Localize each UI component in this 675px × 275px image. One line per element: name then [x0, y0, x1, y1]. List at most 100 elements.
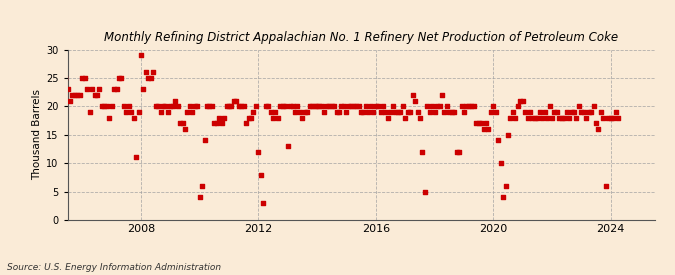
- Point: [595, 110, 606, 114]
- Point: [383, 116, 394, 120]
- Point: [126, 110, 136, 114]
- Point: [390, 110, 401, 114]
- Point: [434, 104, 445, 109]
- Point: [505, 116, 516, 120]
- Point: [128, 116, 139, 120]
- Point: [473, 121, 484, 126]
- Point: [202, 104, 213, 109]
- Point: [74, 93, 85, 97]
- Point: [321, 104, 332, 109]
- Point: [508, 110, 518, 114]
- Point: [537, 116, 547, 120]
- Point: [488, 104, 499, 109]
- Point: [541, 116, 552, 120]
- Point: [502, 133, 513, 137]
- Point: [348, 104, 359, 109]
- Point: [255, 172, 266, 177]
- Y-axis label: Thousand Barrels: Thousand Barrels: [32, 89, 42, 180]
- Point: [138, 87, 148, 92]
- Point: [180, 127, 190, 131]
- Point: [375, 110, 386, 114]
- Point: [219, 116, 230, 120]
- Point: [358, 110, 369, 114]
- Point: [549, 110, 560, 114]
- Point: [365, 104, 376, 109]
- Point: [101, 104, 112, 109]
- Point: [106, 104, 117, 109]
- Point: [571, 116, 582, 120]
- Point: [593, 127, 603, 131]
- Point: [414, 116, 425, 120]
- Point: [522, 116, 533, 120]
- Point: [258, 201, 269, 205]
- Point: [70, 93, 80, 97]
- Point: [461, 104, 472, 109]
- Point: [561, 110, 572, 114]
- Point: [539, 110, 550, 114]
- Point: [187, 110, 198, 114]
- Point: [547, 116, 558, 120]
- Point: [111, 87, 122, 92]
- Point: [429, 110, 440, 114]
- Point: [253, 150, 264, 154]
- Point: [437, 93, 448, 97]
- Point: [500, 184, 511, 188]
- Point: [314, 104, 325, 109]
- Point: [407, 93, 418, 97]
- Point: [231, 98, 242, 103]
- Point: [60, 76, 71, 80]
- Point: [55, 70, 65, 75]
- Point: [439, 110, 450, 114]
- Point: [163, 110, 173, 114]
- Point: [371, 104, 381, 109]
- Point: [497, 195, 508, 199]
- Point: [517, 98, 528, 103]
- Point: [165, 104, 176, 109]
- Point: [53, 87, 63, 92]
- Point: [113, 76, 124, 80]
- Point: [97, 104, 107, 109]
- Point: [586, 110, 597, 114]
- Point: [277, 104, 288, 109]
- Point: [82, 87, 92, 92]
- Point: [270, 110, 281, 114]
- Point: [236, 104, 247, 109]
- Point: [226, 104, 237, 109]
- Point: [86, 87, 97, 92]
- Point: [419, 189, 430, 194]
- Point: [317, 104, 327, 109]
- Point: [449, 110, 460, 114]
- Point: [67, 93, 78, 97]
- Point: [431, 104, 442, 109]
- Point: [84, 110, 95, 114]
- Point: [341, 110, 352, 114]
- Point: [581, 116, 592, 120]
- Point: [444, 110, 455, 114]
- Point: [468, 104, 479, 109]
- Point: [387, 104, 398, 109]
- Point: [610, 110, 621, 114]
- Point: [603, 116, 614, 120]
- Point: [608, 116, 618, 120]
- Point: [246, 116, 256, 120]
- Point: [336, 104, 347, 109]
- Point: [297, 116, 308, 120]
- Point: [559, 116, 570, 120]
- Point: [398, 104, 408, 109]
- Point: [175, 121, 186, 126]
- Point: [119, 104, 130, 109]
- Point: [133, 110, 144, 114]
- Point: [273, 116, 284, 120]
- Point: [392, 110, 403, 114]
- Point: [451, 150, 462, 154]
- Point: [72, 93, 82, 97]
- Point: [613, 116, 624, 120]
- Point: [574, 104, 585, 109]
- Point: [216, 121, 227, 126]
- Point: [333, 110, 344, 114]
- Point: [288, 104, 298, 109]
- Point: [324, 104, 335, 109]
- Point: [395, 110, 406, 114]
- Title: Monthly Refining District Appalachian No. 1 Refinery Net Production of Petroleum: Monthly Refining District Appalachian No…: [104, 31, 618, 44]
- Point: [405, 110, 416, 114]
